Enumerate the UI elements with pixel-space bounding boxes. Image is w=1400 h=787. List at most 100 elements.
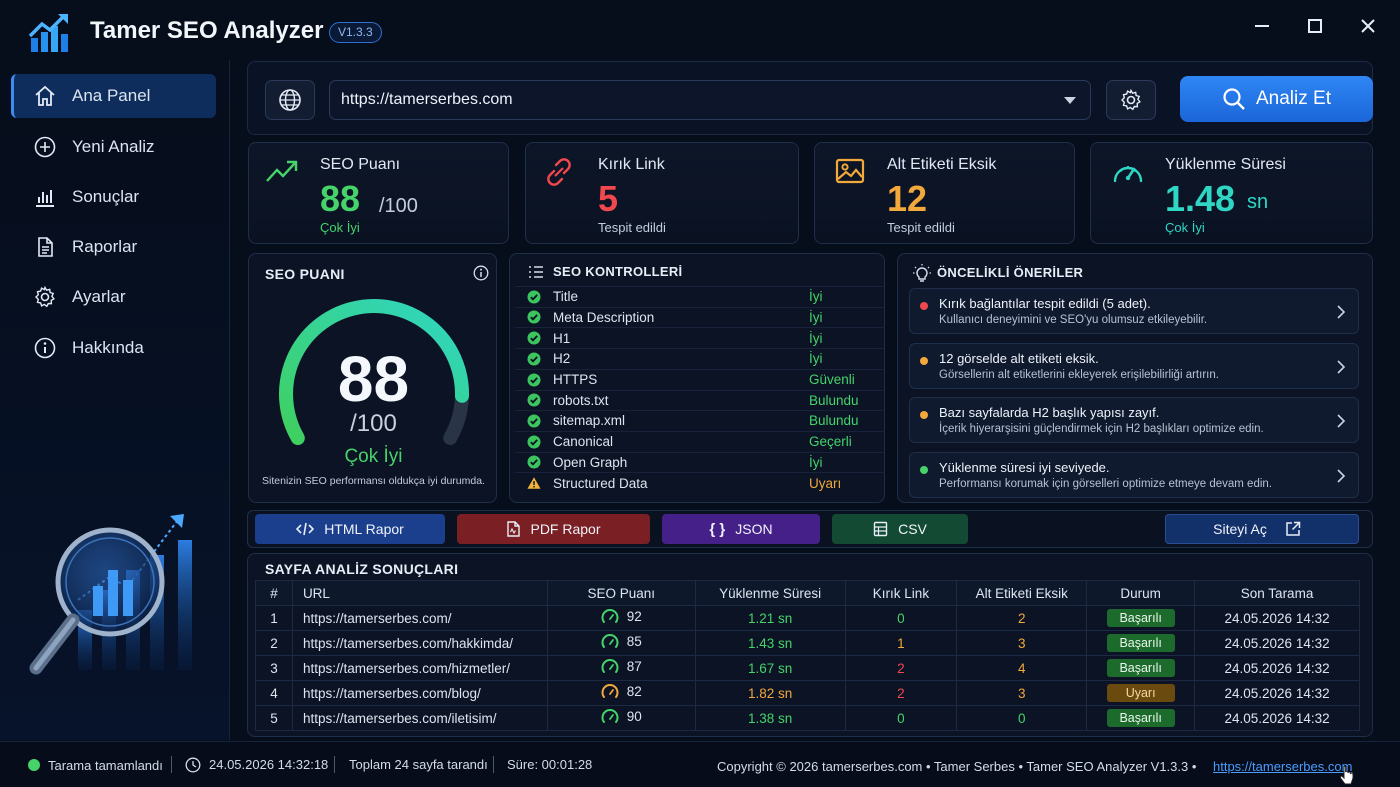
column-header[interactable]: Alt Etiketi Eksik [956,580,1088,606]
broken-link-value: 5 [598,178,619,219]
check-circle-icon [527,352,541,366]
seo-gauge-panel: SEO PUANI 88 /100 Çok İyi Sitenizin SEO … [248,253,497,503]
url-input[interactable]: https://tamerserbes.com [329,80,1091,120]
column-header[interactable]: Son Tarama [1194,580,1360,606]
divider [334,756,335,773]
table-row[interactable]: 2 https://tamerserbes.com/hakkimda/85 1.43… [255,630,1360,656]
check-circle-icon [527,435,541,449]
check-name: Structured Data [553,475,648,491]
csv-export-button[interactable]: CSV [832,514,968,544]
json-export-button[interactable]: { } JSON [662,514,820,544]
cursor-icon [1340,766,1354,786]
website-link[interactable]: https://tamerserbes.com [1213,759,1353,774]
page-alt-missing: 4 [956,655,1088,681]
close-button[interactable] [1353,14,1383,38]
html-report-button[interactable]: HTML Rapor [255,514,445,544]
mini-gauge-icon [601,658,619,673]
check-status: Bulundu [809,413,859,429]
alt-missing-value: 12 [887,178,928,219]
plus-circle-icon [33,135,57,159]
sidebar-item-sonuclar[interactable]: Sonuçlar [11,175,216,219]
check-name: Canonical [553,434,614,450]
column-header[interactable]: SEO Puanı [546,580,696,606]
info-icon [33,336,57,360]
recommendation-item[interactable]: Bazı sayfalarda H2 başlık yapısı zayıf. İ… [909,397,1359,443]
check-circle-icon [527,393,541,407]
sidebar-item-yeni-analiz[interactable]: Yeni Analiz [11,125,216,169]
page-url: https://tamerserbes.com/hizmetler/ [291,655,548,681]
row-number: 4 [255,680,293,706]
sidebar-item-label: Raporlar [72,237,138,256]
recommendation-item[interactable]: Kırık bağlantılar tespit edildi (5 adet)… [909,288,1359,334]
table-row[interactable]: 4 https://tamerserbes.com/blog/82 1.82 sn 2… [255,680,1360,706]
check-row: H2 İyi [515,348,885,369]
load-time-unit: sn [1247,191,1269,213]
braces-icon: { } [709,520,726,538]
minimize-button[interactable] [1247,14,1277,38]
check-name: H2 [553,351,571,367]
info-icon[interactable] [473,265,489,281]
clock-icon [185,757,201,773]
spreadsheet-icon [873,521,888,537]
check-row: Structured Data Uyarı [515,472,885,493]
chevron-down-icon[interactable] [1064,97,1076,104]
app-logo-icon [28,12,72,54]
page-alt-missing: 2 [956,605,1088,631]
page-last-scan: 24.05.2026 14:32 [1194,630,1360,656]
column-header[interactable]: Kırık Link [844,580,958,606]
scan-state: Tarama tamamlandı [48,758,163,773]
warning-icon [527,476,541,490]
page-load-time: 1.21 sn [694,605,846,631]
sidebar-item-label: Yeni Analiz [72,137,155,156]
check-row: HTTPS Güvenli [515,368,885,390]
recommendation-title: Bazı sayfalarda H2 başlık yapısı zayıf. [939,405,1160,420]
sidebar-item-ayarlar[interactable]: Ayarlar [11,275,216,319]
table-row[interactable]: 1 https://tamerserbes.com/92 1.21 sn 0 2 Başa… [255,605,1360,631]
lightbulb-icon [912,263,932,283]
table-row[interactable]: 5 https://tamerserbes.com/iletisim/90 1.38… [255,705,1360,731]
globe-button[interactable] [265,80,315,120]
page-url: https://tamerserbes.com/blog/ [291,680,548,706]
maximize-button[interactable] [1300,14,1330,38]
settings-button[interactable] [1106,80,1156,120]
page-last-scan: 24.05.2026 14:32 [1194,705,1360,731]
sidebar-item-hakkinda[interactable]: Hakkında [11,326,216,370]
chevron-right-icon [1336,414,1346,428]
page-score-cell: 85 [546,630,696,656]
page-broken-links: 1 [844,630,958,656]
pdf-report-button[interactable]: PDF Rapor [457,514,650,544]
analyze-button[interactable]: Analiz Et [1180,76,1373,122]
check-status: Uyarı [809,475,842,491]
recommendation-item[interactable]: Yüklenme süresi iyi seviyede. Performansı… [909,451,1359,498]
page-broken-links: 0 [844,705,958,731]
open-site-button[interactable]: Siteyi Aç [1165,514,1359,544]
page-alt-missing: 3 [956,680,1088,706]
page-url: https://tamerserbes.com/ [291,605,548,631]
seo-checks-panel: SEO KONTROLLERİ [509,253,885,503]
column-header[interactable]: Yüklenme Süresi [694,580,846,606]
open-site-label: Siteyi Aç [1213,521,1267,537]
status-badge: Başarılı [1106,634,1175,652]
column-header[interactable]: # [255,580,293,606]
gauge-fill [279,299,470,445]
pages-scanned: Toplam 24 sayfa tarandı [349,757,488,772]
gear-icon [1121,89,1141,111]
recommendation-item[interactable]: 12 görselde alt etiketi eksik. Görselleri… [909,342,1359,389]
check-row: robots.txt Bulundu [515,389,885,411]
globe-icon [279,89,301,111]
sidebar-item-ana-panel[interactable]: Ana Panel [11,74,216,118]
page-score: 92 [626,609,642,624]
table-row[interactable]: 3 https://tamerserbes.com/hizmetler/87 1.6… [255,655,1360,681]
sidebar-item-raporlar[interactable]: Raporlar [11,225,216,269]
page-score: 90 [626,709,642,724]
page-broken-links: 0 [844,605,958,631]
page-last-scan: 24.05.2026 14:32 [1194,655,1360,681]
column-header[interactable]: Durum [1086,580,1196,606]
table-header-row: # URL SEO Puanı Yüklenme Süresi Kırık Link Al… [255,580,1360,606]
column-header[interactable]: URL [291,580,548,606]
check-name: Meta Description [553,309,655,325]
check-name: H1 [553,330,571,346]
check-circle-icon [527,373,541,387]
status-badge: Başarılı [1106,709,1175,727]
alt-missing-title: Alt Etiketi Eksik [887,156,997,173]
